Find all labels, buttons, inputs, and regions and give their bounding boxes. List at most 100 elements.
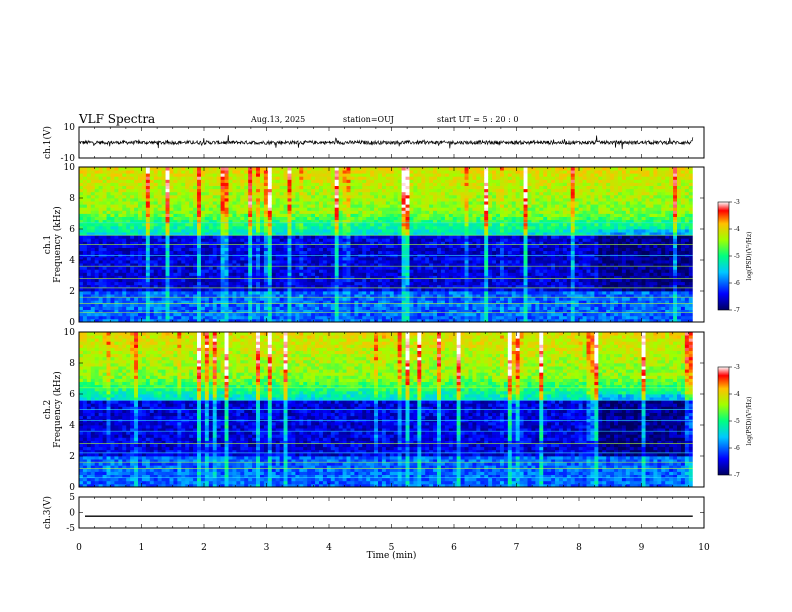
spectrogram-cell — [366, 188, 371, 193]
spectrogram-cell — [275, 235, 281, 239]
spectrogram-cell — [173, 275, 178, 279]
spectrogram-cell — [173, 260, 178, 264]
spectrogram-cell — [326, 204, 332, 208]
spectrogram-cell — [338, 176, 343, 180]
spectrogram-cell — [185, 297, 190, 301]
spectrogram-cell — [110, 303, 115, 307]
spectrogram-cell — [444, 191, 450, 196]
spectrogram-cell — [283, 318, 288, 323]
spectrogram-cell — [138, 241, 143, 245]
spectrogram-cell — [149, 315, 155, 320]
spectrogram-cell — [378, 300, 383, 304]
spectrogram-cell — [385, 306, 391, 310]
spectrogram-cell — [134, 213, 139, 217]
spectrogram-cell — [413, 229, 418, 233]
spectrogram-cell — [409, 222, 414, 227]
spectrogram-cell — [216, 232, 222, 236]
spectrogram-cell — [130, 173, 135, 177]
spectrogram-cell — [138, 318, 143, 323]
spectrogram-cell — [153, 263, 159, 267]
spectrogram-cell — [307, 303, 312, 307]
spectrogram-cell — [82, 294, 88, 298]
spectrogram-cell — [342, 225, 347, 230]
spectrogram-cell — [138, 309, 143, 314]
spectrogram-cell — [263, 275, 269, 279]
spectrogram-cell — [433, 318, 438, 323]
spectrogram-cell — [204, 191, 210, 196]
spectrogram-cell — [185, 256, 190, 261]
spectrogram-cell — [295, 182, 300, 186]
spectrogram-cell — [177, 260, 182, 264]
spectrogram-cell — [181, 294, 186, 298]
spectrogram-cell — [397, 213, 403, 217]
spectrogram-cell — [311, 275, 316, 279]
spectrogram-cell — [283, 260, 288, 264]
spectrogram-cell — [444, 188, 450, 193]
spectrogram-cell — [421, 275, 426, 279]
spectrogram-cell — [381, 250, 387, 255]
spectrogram-cell — [444, 294, 450, 298]
spectrogram-cell — [228, 287, 233, 292]
spectrogram-cell — [275, 182, 281, 186]
spectrogram-cell — [106, 266, 111, 270]
spectrogram-cell — [263, 216, 269, 221]
spectrogram-cell — [102, 179, 107, 183]
spectrogram-cell — [413, 173, 418, 177]
spectrogram-cell — [299, 247, 304, 252]
spectrogram-cell — [106, 263, 111, 267]
spectrogram-cell — [425, 198, 430, 202]
spectrogram-cell — [110, 287, 115, 292]
spectrogram-cell — [118, 241, 123, 245]
spectrogram-cell — [122, 167, 127, 171]
spectrogram-cell — [378, 260, 383, 264]
spectrogram-cell — [122, 272, 127, 276]
spectrogram-cell — [130, 312, 135, 317]
spectrogram-cell — [244, 167, 249, 171]
spectrogram-cell — [358, 207, 363, 211]
spectrogram-cell — [350, 225, 355, 230]
spectrogram-cell — [307, 260, 312, 264]
spectrogram-cell — [393, 247, 399, 252]
spectrogram-cell — [79, 294, 84, 298]
spectrogram-cell — [429, 170, 434, 174]
spectrogram-cell — [291, 182, 296, 186]
spectrogram-cell — [161, 185, 166, 190]
spectrogram-cell — [287, 284, 292, 289]
spectrogram-cell — [169, 225, 174, 230]
spectrogram-cell — [354, 244, 359, 248]
spectrogram-cell — [181, 198, 186, 202]
spectrogram-cell — [90, 294, 96, 298]
spectrogram-cell — [236, 232, 241, 236]
spectrogram-cell — [86, 185, 92, 190]
spectrogram-cell — [401, 176, 406, 180]
spectrogram-cell — [212, 179, 218, 183]
spectrogram-cell — [90, 297, 96, 301]
spectrogram-cell — [444, 235, 450, 239]
spectrogram-cell — [354, 266, 359, 270]
spectrogram-cell — [134, 312, 139, 317]
spectrogram-cell — [256, 256, 261, 261]
spectrogram-cell — [248, 185, 253, 190]
spectrogram-cell — [94, 232, 100, 236]
spectrogram-cell — [413, 256, 418, 261]
spectrogram-cell — [366, 312, 371, 317]
spectrogram-cell — [149, 278, 155, 283]
spectrogram-cell — [409, 204, 414, 208]
spectrogram-cell — [244, 244, 249, 248]
spectrogram-cell — [126, 170, 131, 174]
spectrogram-cell — [228, 291, 233, 295]
spectrogram-cell — [334, 216, 340, 221]
spectrogram-cell — [141, 309, 147, 314]
spectrogram-cell — [366, 318, 371, 323]
spectrogram-cell — [169, 229, 174, 233]
spectrogram-cell — [216, 300, 222, 304]
spectrogram-cell — [185, 244, 190, 248]
spectrogram-cell — [157, 306, 163, 310]
spectrogram-cell — [370, 266, 375, 270]
spectrogram-cell — [303, 294, 308, 298]
spectrogram-cell — [252, 176, 257, 180]
spectrogram-cell — [134, 219, 139, 224]
spectrogram-cell — [232, 235, 237, 239]
spectrogram-cell — [370, 204, 375, 208]
spectrogram-cell — [263, 201, 269, 205]
